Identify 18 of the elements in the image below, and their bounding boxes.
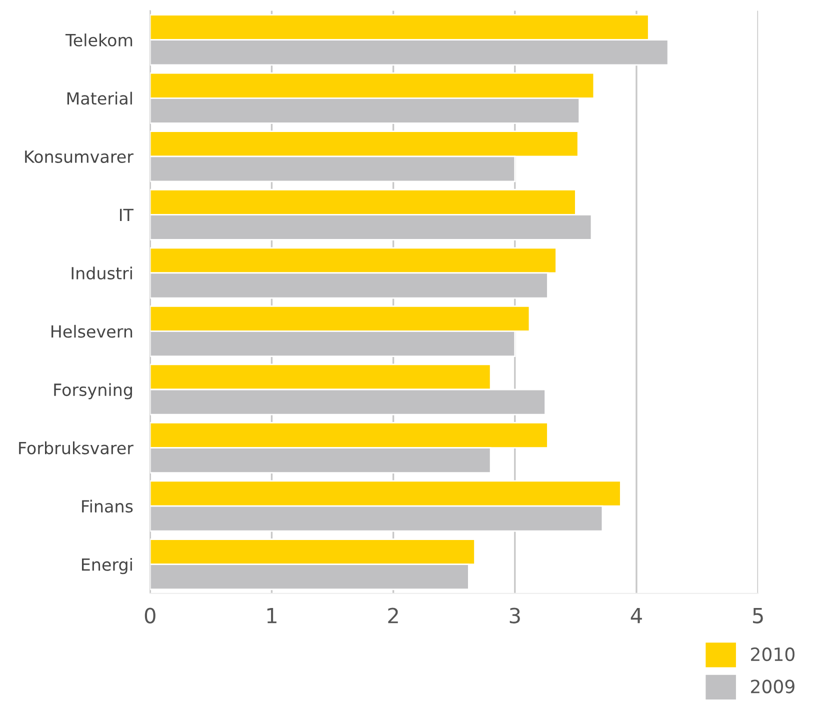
y-tick-label: Telekom — [65, 34, 132, 46]
y-tick-label: Helsevern — [52, 324, 132, 338]
y-tick-label: Konsumvarer — [25, 150, 134, 163]
y-tick-label: Material — [67, 92, 132, 105]
y-tick-label: Finans — [82, 500, 133, 513]
y-tick-label: Forbruksvarer — [19, 441, 134, 454]
x-tick-label: 1 — [267, 608, 276, 624]
x-tick-label: 2 — [388, 608, 398, 624]
x-tick-label: 5 — [753, 608, 763, 624]
x-tick-label: 3 — [510, 608, 520, 624]
legend-label: 2009 — [751, 680, 794, 694]
legend-label: 2010 — [751, 647, 794, 662]
y-tick-label: IT — [120, 208, 134, 222]
x-tick-label: 4 — [630, 608, 642, 624]
y-tick-label: Industri — [72, 266, 132, 280]
x-tick-label: 0 — [144, 608, 156, 624]
y-tick-label: Energi — [82, 558, 132, 574]
y-tick-label: Forsyning — [54, 383, 132, 400]
